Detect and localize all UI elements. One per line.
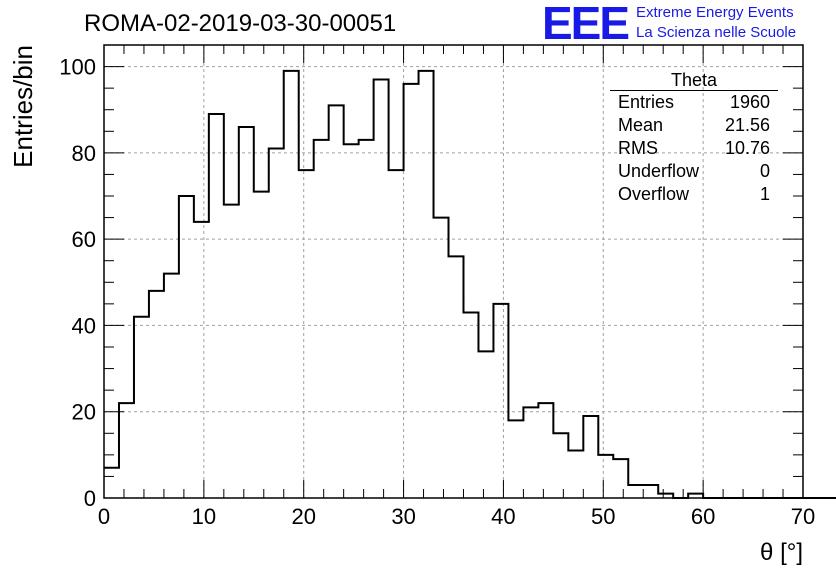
stats-label: Overflow — [618, 184, 690, 204]
stats-row-overflow: Overflow 1 — [610, 183, 778, 206]
stats-value: 0 — [759, 161, 770, 181]
stats-label: Entries — [618, 92, 675, 112]
y-tick-label: 20 — [72, 400, 96, 425]
stats-row-mean: Mean 21.56 — [610, 114, 778, 137]
histogram-series — [104, 69, 836, 499]
y-axis-label: Entries/bin — [8, 45, 38, 168]
logo-line-1: Extreme Energy Events — [636, 4, 794, 21]
x-tick-label: 70 — [791, 504, 815, 529]
x-tick-label: 10 — [192, 504, 216, 529]
x-tick-label: 40 — [491, 504, 515, 529]
stats-box: Theta Entries 1960 Mean 21.56 RMS 10.76 … — [610, 70, 778, 206]
y-tick-label: 40 — [72, 313, 96, 338]
x-axis-label: θ [°] — [760, 539, 803, 566]
x-tick-label: 50 — [591, 504, 615, 529]
stats-row-underflow: Underflow 0 — [610, 160, 778, 183]
stats-value: 1960 — [729, 92, 770, 112]
stats-value: 1 — [759, 184, 770, 204]
stats-value: 10.76 — [724, 138, 770, 158]
stats-row-entries: Entries 1960 — [610, 91, 778, 114]
y-tick-label: 0 — [84, 486, 96, 511]
y-tick-label: 60 — [72, 227, 96, 252]
stats-label: Underflow — [618, 161, 700, 181]
stats-label: RMS — [618, 138, 658, 158]
x-tick-label: 20 — [291, 504, 315, 529]
x-tick-label: 0 — [98, 504, 110, 529]
plot-frame — [103, 44, 804, 499]
logo-line-2: La Scienza nelle Scuole — [636, 24, 797, 41]
x-tick-label: 30 — [391, 504, 415, 529]
stats-row-rms: RMS 10.76 — [610, 137, 778, 160]
eee-logo: EEE — [542, 0, 630, 49]
chart-title: ROMA-02-2019-03-30-00051 — [84, 10, 397, 37]
y-tick-label: 100 — [59, 55, 96, 80]
stats-label: Mean — [618, 115, 664, 135]
x-tick-label: 60 — [691, 504, 715, 529]
stats-title: Theta — [610, 70, 778, 91]
stats-value: 21.56 — [724, 115, 770, 135]
y-tick-label: 80 — [72, 141, 96, 166]
